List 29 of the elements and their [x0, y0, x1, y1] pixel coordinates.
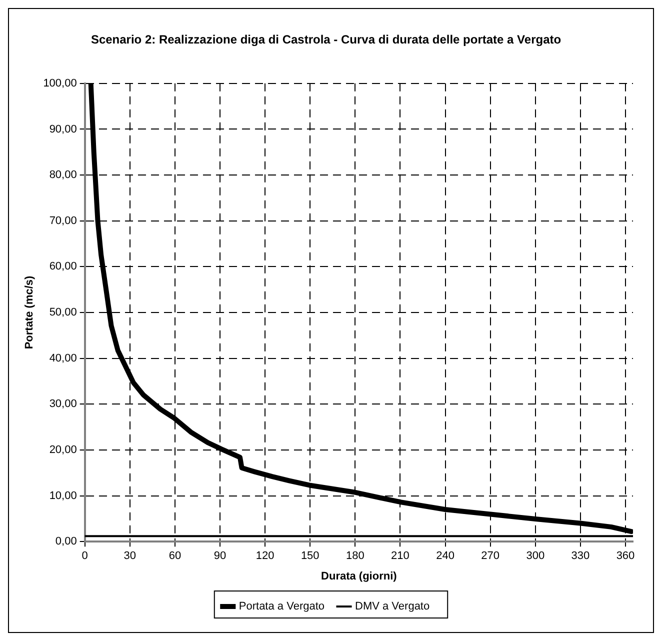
y-tick-label: 30,00: [49, 398, 77, 410]
y-tick-label: 90,00: [49, 123, 77, 136]
x-tick-label: 240: [436, 550, 454, 562]
x-tick-label: 180: [346, 550, 364, 562]
y-tick-label: 80,00: [49, 169, 77, 182]
x-tick-label: 90: [214, 550, 226, 562]
chart-title: Scenario 2: Realizzazione diga di Castrola - Curva di durata delle portate a Vergato: [90, 32, 562, 47]
x-tick-label: 300: [526, 550, 545, 562]
y-tick-label: 100,00: [43, 77, 77, 90]
x-tick-label: 150: [300, 550, 320, 562]
y-tick-label: 70,00: [49, 214, 77, 227]
y-tick-label: 50,00: [49, 306, 77, 319]
x-tick-label: 270: [481, 550, 500, 562]
legend-label: Portata a Vergato: [238, 600, 325, 613]
y-tick-label: 10,00: [49, 490, 77, 502]
y-axis-title: Portate (mc/s): [24, 275, 36, 350]
x-tick-label: 330: [571, 550, 590, 562]
x-tick-label: 210: [391, 550, 410, 562]
x-tick-label: 60: [168, 550, 182, 562]
x-tick-label: 0: [82, 550, 88, 562]
x-tick-label: 120: [256, 550, 274, 562]
x-axis-title: Durata (giorni): [321, 570, 398, 582]
y-tick-label: 40,00: [49, 352, 77, 364]
x-tick-label: 30: [124, 550, 136, 562]
x-tick-label: 360: [616, 550, 635, 562]
legend-label: DMV a Vergato: [355, 600, 430, 613]
y-tick-label: 60,00: [49, 260, 77, 273]
y-tick-label: 0,00: [55, 536, 77, 548]
y-tick-label: 20,00: [49, 444, 77, 456]
